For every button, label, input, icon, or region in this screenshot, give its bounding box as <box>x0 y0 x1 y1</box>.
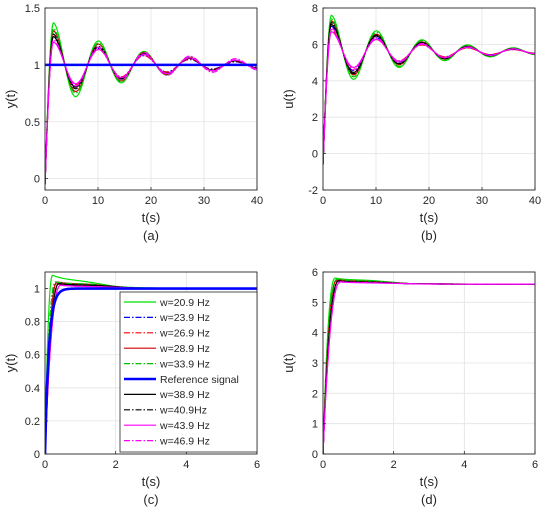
x-tick-label: 6 <box>254 459 260 471</box>
y-tick-label: 1 <box>34 60 40 72</box>
legend-entry: w=43.9 Hz <box>124 420 210 432</box>
series-group <box>45 274 257 454</box>
x-tick-label: 2 <box>391 459 397 471</box>
x-tick-label: 0 <box>42 195 48 207</box>
legend: w=20.9 Hz w=23.9 Hz w=26.9 Hz w=28.9 Hz w=33… <box>119 291 258 453</box>
legend-entry: w=40.9Hz <box>124 405 207 417</box>
legend-label: w=46.9 Hz <box>159 435 210 447</box>
panel-d: 0 2 4 6 0 1 2 3 4 5 6 t(s) u(t) (d) <box>281 267 538 507</box>
legend-entry: w=20.9 Hz <box>124 297 210 309</box>
series-line-w-26-9-hz <box>323 279 535 454</box>
x-tick-label: 0 <box>42 459 48 471</box>
y-tick-label: 0.6 <box>25 350 40 362</box>
x-tick-label: 20 <box>423 195 435 207</box>
x-tick-label: 10 <box>92 195 104 207</box>
y-tick-label: 0 <box>34 449 40 461</box>
y-axis-label: y(t) <box>3 354 18 373</box>
legend-label: w=33.9 Hz <box>159 358 210 370</box>
x-tick-label: 0 <box>320 459 326 471</box>
y-axis-label: u(t) <box>281 353 296 373</box>
series-line-w-20-9-hz <box>323 277 535 454</box>
series-line-w-46-9-hz <box>45 39 257 185</box>
series-group <box>45 21 257 185</box>
y-tick-label: 3 <box>312 358 318 370</box>
x-tick-label: 0 <box>320 195 326 207</box>
legend-entry: w=26.9 Hz <box>124 328 210 340</box>
x-tick-label: 40 <box>251 195 263 207</box>
legend-entry: w=23.9 Hz <box>124 312 210 324</box>
y-tick-label: 0 <box>34 174 40 186</box>
legend-label: w=28.9 Hz <box>159 343 210 355</box>
legend-entry: w=33.9 Hz <box>124 358 210 370</box>
legend-entry: w=38.9 Hz <box>124 389 210 401</box>
reference-signal-line <box>45 287 257 454</box>
y-tick-label: 8 <box>312 3 318 15</box>
x-tick-label: 4 <box>183 459 189 471</box>
y-tick-label: 1.5 <box>25 3 40 15</box>
y-tick-label: 2 <box>312 112 318 124</box>
series-group <box>323 14 535 165</box>
legend-entry: w=28.9 Hz <box>124 343 210 355</box>
x-tick-label: 10 <box>370 195 382 207</box>
panel-a: 0 10 20 30 40 0 0.5 1 1.5 t(s) y(t) (a) <box>3 3 263 243</box>
series-line-w-28-9-hz <box>323 278 535 454</box>
y-tick-label: 4 <box>312 328 318 340</box>
legend-label: w=40.9Hz <box>159 405 207 417</box>
legend-entry: w=46.9 Hz <box>124 435 210 447</box>
x-tick-label: 6 <box>532 459 538 471</box>
y-tick-label: -2 <box>308 185 318 197</box>
y-tick-label: 0 <box>312 449 318 461</box>
legend-label: w=26.9 Hz <box>159 328 210 340</box>
legend-label: w=20.9 Hz <box>159 297 210 309</box>
legend-label: Reference signal <box>160 374 239 386</box>
y-tick-label: 1 <box>312 419 318 431</box>
series-line-w-46-9-hz <box>323 27 535 165</box>
x-axis-label: t(s) <box>142 474 161 489</box>
series-line-w-46-9-hz <box>323 281 535 454</box>
y-tick-label: 0.2 <box>25 416 40 428</box>
y-axis-label: u(t) <box>281 89 296 109</box>
y-tick-label: 0.4 <box>25 383 40 395</box>
y-tick-label: 2 <box>312 388 318 400</box>
y-axis-label: y(t) <box>3 90 18 109</box>
x-tick-label: 30 <box>476 195 488 207</box>
y-tick-label: 6 <box>312 267 318 279</box>
panel-caption: (c) <box>143 492 158 507</box>
series-line-w-43-9-hz <box>323 281 535 454</box>
x-tick-label: 2 <box>113 459 119 471</box>
x-tick-label: 40 <box>529 195 541 207</box>
legend-label: w=43.9 Hz <box>159 420 210 432</box>
x-axis-label: t(s) <box>420 210 439 225</box>
y-tick-label: 0 <box>312 149 318 161</box>
legend-entry: Reference signal <box>124 374 239 386</box>
x-tick-label: 4 <box>461 459 467 471</box>
x-tick-label: 20 <box>145 195 157 207</box>
series-line-w-40-9hz <box>323 280 535 454</box>
panel-caption: (d) <box>421 492 437 507</box>
legend-label: w=38.9 Hz <box>159 389 210 401</box>
x-axis-label: t(s) <box>142 210 161 225</box>
y-tick-label: 5 <box>312 297 318 309</box>
legend-label: w=23.9 Hz <box>159 312 210 324</box>
y-tick-label: 1 <box>34 284 40 296</box>
x-axis-label: t(s) <box>420 474 439 489</box>
panel-caption: (b) <box>421 228 437 243</box>
y-tick-label: 0.5 <box>25 117 40 129</box>
series-group <box>323 277 535 454</box>
series-line-w-38-9-hz <box>323 280 535 454</box>
x-tick-label: 30 <box>198 195 210 207</box>
y-tick-label: 0.8 <box>25 317 40 329</box>
y-tick-label: 4 <box>312 76 318 88</box>
y-tick-label: 6 <box>312 39 318 51</box>
series-line-w-33-9-hz <box>323 18 535 165</box>
series-line-w-23-9-hz <box>323 279 535 454</box>
series-line-w-33-9-hz <box>323 278 535 454</box>
panel-caption: (a) <box>143 228 159 243</box>
